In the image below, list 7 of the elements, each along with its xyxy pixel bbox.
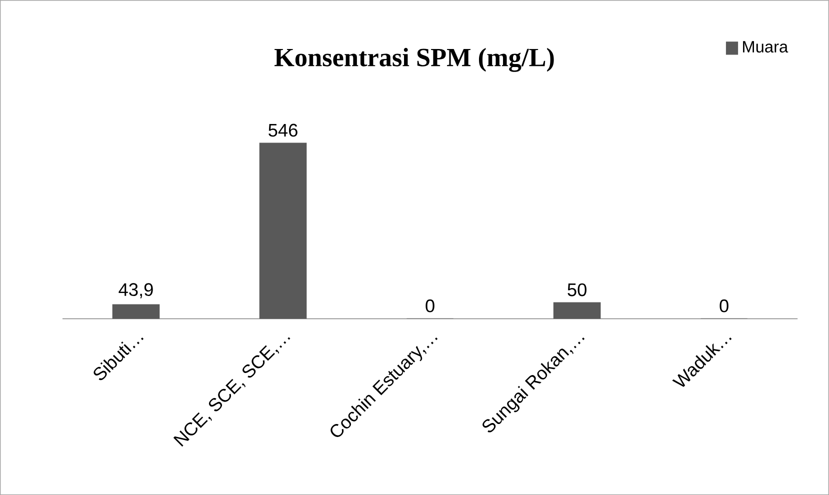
data-label: 546 [268,124,298,137]
legend-label: Muara [743,41,788,53]
data-label: 0 [720,299,728,312]
data-label: 43,9 [118,283,153,298]
data-label: 0 [426,299,434,312]
data-label: 50 [568,283,586,296]
chart-title: Konsentrasi SPM (mg/L) [274,48,554,72]
